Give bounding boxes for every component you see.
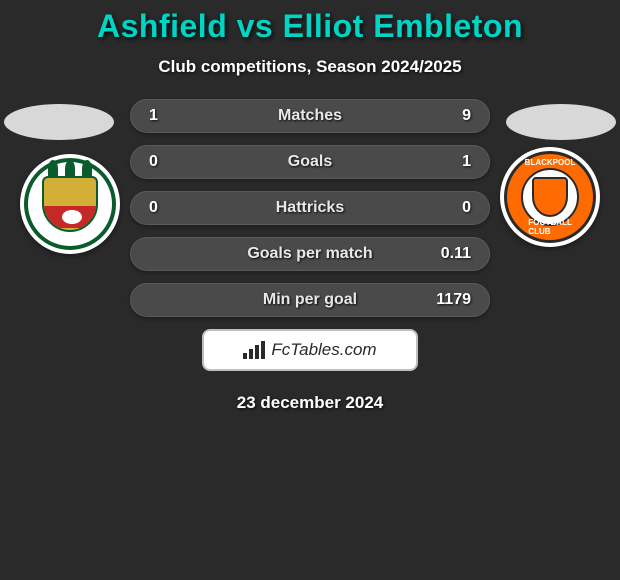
- stat-label: Hattricks: [189, 199, 431, 217]
- stat-row: 1 Matches 9: [130, 99, 490, 133]
- stat-row: Min per goal 1179: [130, 283, 490, 317]
- stat-row: 0 Goals 1: [130, 145, 490, 179]
- source-logo: FcTables.com: [202, 329, 418, 371]
- badge-right-top-text: BLACKPOOL: [525, 158, 576, 167]
- bar-chart-icon: [243, 341, 265, 359]
- stats-table: 1 Matches 9 0 Goals 1 0 Hattricks 0 Goal…: [130, 99, 490, 317]
- page-title: Ashfield vs Elliot Embleton: [0, 8, 620, 45]
- stat-right-value: 9: [431, 107, 471, 125]
- stat-left-value: 0: [149, 199, 189, 217]
- player-photo-placeholder-left: [4, 104, 114, 140]
- stat-right-value: 1179: [431, 291, 471, 309]
- player-photo-placeholder-right: [506, 104, 616, 140]
- blackpool-badge-icon: BLACKPOOL FOOTBALL CLUB: [500, 147, 600, 247]
- stat-left-value: 1: [149, 107, 189, 125]
- stat-right-value: 1: [431, 153, 471, 171]
- comparison-card: Ashfield vs Elliot Embleton Club competi…: [0, 0, 620, 413]
- stat-label: Goals per match: [189, 245, 431, 263]
- source-logo-text: FcTables.com: [271, 340, 376, 360]
- club-badge-right: BLACKPOOL FOOTBALL CLUB: [500, 147, 600, 257]
- stat-label: Min per goal: [189, 291, 431, 309]
- content-area: BLACKPOOL FOOTBALL CLUB 1 Matches 9 0 Go…: [0, 99, 620, 413]
- subtitle: Club competitions, Season 2024/2025: [0, 57, 620, 77]
- stat-row: Goals per match 0.11: [130, 237, 490, 271]
- wrexham-badge-icon: [20, 154, 120, 254]
- stat-row: 0 Hattricks 0: [130, 191, 490, 225]
- badge-right-bottom-text: FOOTBALL CLUB: [528, 218, 571, 236]
- club-badge-left: [20, 154, 120, 264]
- date-label: 23 december 2024: [0, 393, 620, 413]
- stat-label: Matches: [189, 107, 431, 125]
- stat-label: Goals: [189, 153, 431, 171]
- stat-left-value: 0: [149, 153, 189, 171]
- stat-right-value: 0.11: [431, 245, 471, 263]
- stat-right-value: 0: [431, 199, 471, 217]
